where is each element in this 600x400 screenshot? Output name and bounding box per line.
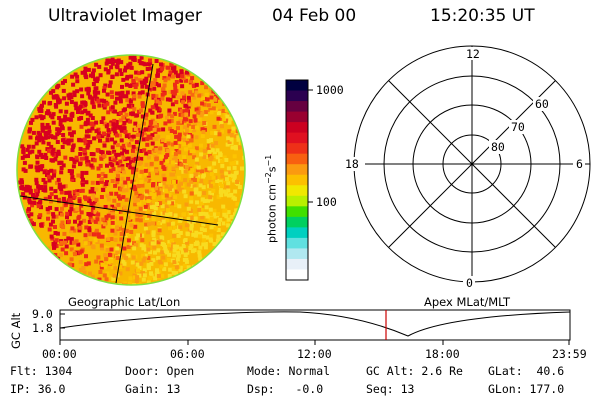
geo-parallel-line <box>19 195 219 226</box>
uv-image-disc <box>16 54 246 286</box>
meta-glon: GLon: 177.0 <box>488 382 565 396</box>
date-label: 04 Feb 00 <box>272 6 357 26</box>
timeline-right-title: Apex MLat/MLT <box>424 295 511 309</box>
time-label: 15:20:35 UT <box>430 6 535 26</box>
time-tick-3: 18:00 <box>425 347 460 361</box>
timeline-y-label: GC Alt <box>9 312 23 349</box>
lat-label-70: 70 <box>511 120 525 134</box>
orbit-altitude-curve <box>59 311 571 337</box>
colorbar-label-1000: 1000 <box>316 83 344 97</box>
lat-label-60: 60 <box>535 97 549 111</box>
timeline-ytick-bottom: 1.8 <box>32 321 53 335</box>
meta-seq: Seq: 13 <box>366 382 415 396</box>
timeline-left-title: Geographic Lat/Lon <box>68 295 181 309</box>
meta-door: Door: Open <box>125 364 195 378</box>
geo-meridian-line <box>115 63 154 284</box>
instrument-title: Ultraviolet Imager <box>48 6 202 26</box>
meta-gc-alt: GC Alt: 2.6 Re <box>366 364 463 378</box>
altitude-timeline <box>59 309 571 345</box>
meta-gain: Gain: 13 <box>125 382 181 396</box>
meta-flight: Flt: 1304 <box>10 364 73 378</box>
polar-mlt-plot <box>353 45 591 283</box>
time-tick-4: 23:59 <box>552 347 587 361</box>
meta-mode: Mode: Normal <box>247 364 331 378</box>
time-tick-2: 12:00 <box>297 347 332 361</box>
mlt-label-0: 0 <box>466 276 473 290</box>
color-scale-bar <box>286 80 308 281</box>
meta-dsp: Dsp: -0.0 <box>247 382 324 396</box>
lat-label-80: 80 <box>491 140 505 154</box>
time-tick-1: 06:00 <box>170 347 205 361</box>
colorbar-label-100: 100 <box>316 195 337 209</box>
mlt-label-18: 18 <box>345 157 359 171</box>
colorbar-unit-label: photon cm−2s−1 <box>264 154 279 243</box>
mlt-label-6: 6 <box>576 157 583 171</box>
timeline-ytick-top: 9.0 <box>32 307 53 321</box>
meta-ip: IP: 36.0 <box>10 382 66 396</box>
mlt-label-12: 12 <box>466 47 480 61</box>
time-tick-0: 00:00 <box>42 347 77 361</box>
meta-glat: GLat: 40.6 <box>488 364 565 378</box>
